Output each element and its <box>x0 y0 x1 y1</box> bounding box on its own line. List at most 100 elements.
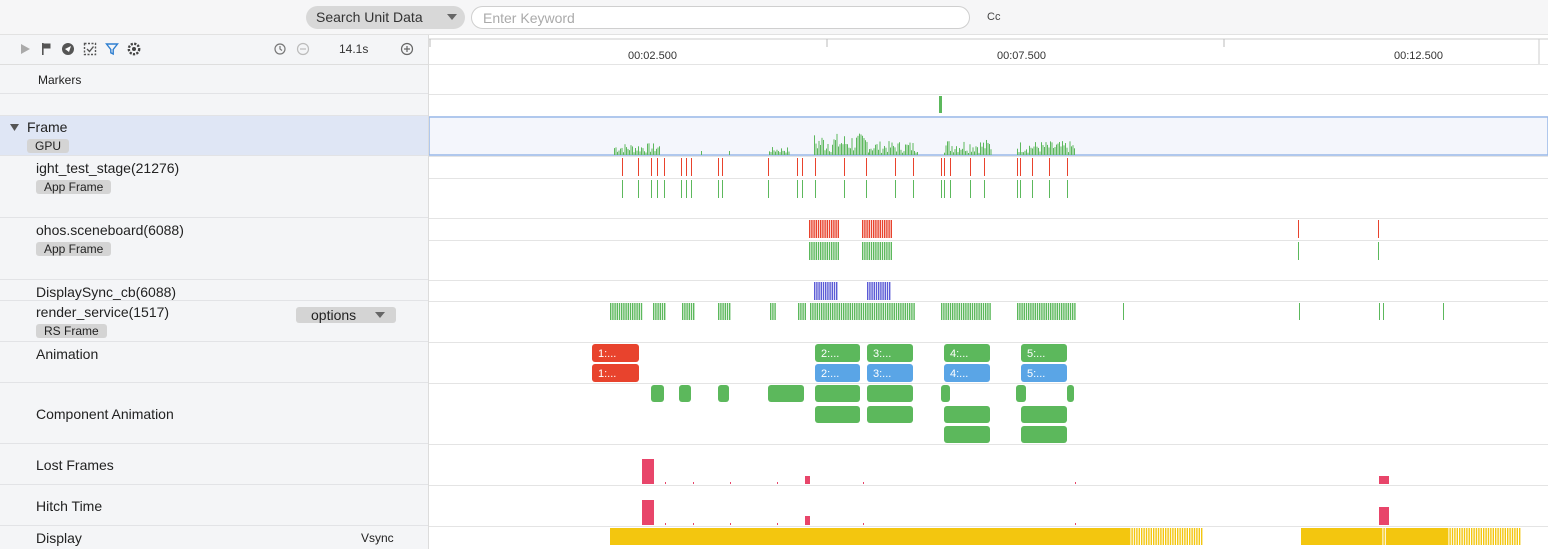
gpu-frame-bar <box>1026 149 1027 155</box>
app-frame-mark <box>664 158 665 176</box>
rs-frame-mark <box>1074 303 1076 320</box>
animation-slice[interactable]: 3:... <box>867 344 913 362</box>
rs-frame-mark <box>1030 303 1032 320</box>
rs-frame-mark <box>616 303 618 320</box>
rs-frame-mark <box>880 303 882 320</box>
pin-icon[interactable] <box>61 42 75 56</box>
track-animation[interactable]: Animation <box>0 342 428 383</box>
app-frame-mark <box>809 242 811 260</box>
rs-frame-mark <box>989 303 991 320</box>
play-icon[interactable] <box>18 42 32 56</box>
clock-icon[interactable] <box>273 42 287 56</box>
rs-frame-mark <box>865 303 867 320</box>
vsync-band <box>1485 528 1487 545</box>
settings-icon[interactable] <box>127 42 141 56</box>
zoom-in-icon[interactable] <box>400 42 414 56</box>
rs-frame-mark <box>845 303 847 320</box>
rs-frame-mark <box>724 303 726 320</box>
rs-frame-mark <box>1045 303 1047 320</box>
track-label: Lost Frames <box>36 457 114 473</box>
app-frame-mark <box>862 242 864 260</box>
track-light-test-stage[interactable]: ight_test_stage(21276) App Frame <box>0 156 428 218</box>
zoom-out-icon[interactable] <box>296 42 310 56</box>
displaysync-mark <box>889 282 891 300</box>
options-dropdown[interactable]: options <box>296 307 396 323</box>
gpu-frame-bar <box>890 147 891 155</box>
track-displaysync[interactable]: DisplaySync_cb(6088) <box>0 280 428 301</box>
vsync-band <box>610 528 1130 545</box>
animation-slice[interactable]: 4:... <box>944 344 990 362</box>
gpu-frame-bar <box>906 144 908 155</box>
gpu-frame-bar <box>869 149 870 155</box>
app-frame-mark <box>837 242 839 260</box>
rs-frame-mark <box>882 303 884 320</box>
animation-slice[interactable]: 1:... <box>592 364 639 382</box>
case-sensitive-toggle[interactable]: Cc <box>987 11 1001 23</box>
filter-icon[interactable] <box>105 42 119 56</box>
vsync-band <box>1516 528 1518 545</box>
gpu-frame-bar <box>642 148 644 155</box>
gpu-frame-bar <box>981 146 983 155</box>
rs-frame-mark <box>1019 303 1021 320</box>
track-tag: GPU <box>27 139 70 153</box>
animation-slice[interactable]: 3:... <box>867 364 913 382</box>
gpu-frame-bar <box>626 147 627 155</box>
app-frame-mark <box>864 220 866 238</box>
animation-slice[interactable]: 4:... <box>944 364 990 382</box>
selection-icon[interactable] <box>83 42 97 56</box>
timeline-area[interactable]: 00:02.500 00:07.500 00:12.500 1:... 2:...… <box>429 35 1548 549</box>
animation-slice[interactable]: 5:... <box>1021 364 1067 382</box>
vsync-band <box>1143 528 1145 545</box>
gpu-frame-bar <box>1033 146 1035 155</box>
animation-slice-label: 2:... <box>821 368 839 380</box>
lost-frame-bar <box>863 482 864 484</box>
track-hitch-time[interactable]: Hitch Time <box>0 485 428 526</box>
app-frame-mark <box>811 220 813 238</box>
rs-frame-mark <box>985 303 987 320</box>
gpu-frame-bar <box>614 148 615 155</box>
flag-icon[interactable] <box>40 42 54 56</box>
rs-frame-mark <box>816 303 818 320</box>
track-component-animation[interactable]: Component Animation <box>0 383 428 444</box>
gpu-frame-bar <box>636 150 638 155</box>
animation-slice[interactable]: 5:... <box>1021 344 1067 362</box>
animation-slice[interactable]: 2:... <box>815 364 860 382</box>
rs-frame-mark <box>1034 303 1036 320</box>
vsync-band <box>1169 528 1172 545</box>
app-frame-mark <box>815 242 817 260</box>
animation-slices[interactable]: 1:... 2:... 3:... 4:... 5:... 1:... 2:... 3:...… <box>592 344 1067 382</box>
track-lost-frames[interactable]: Lost Frames <box>0 444 428 485</box>
track-display[interactable]: Display Vsync <box>0 526 428 549</box>
gpu-frame-bar <box>903 151 905 155</box>
rs-frame-mark <box>686 303 688 320</box>
app-frame-mark <box>890 242 892 260</box>
app-frame-mark <box>888 242 890 260</box>
track-frame[interactable]: Frame GPU <box>0 116 428 156</box>
gpu-frame-bar <box>956 146 957 155</box>
animation-slice[interactable]: 2:... <box>815 344 860 362</box>
vsync-band <box>1463 528 1466 545</box>
gpu-frame-bar <box>639 151 641 155</box>
gpu-frame-bar <box>1057 143 1059 155</box>
gpu-frame-bar <box>968 152 969 155</box>
trace-toolbar: 14.1s <box>0 35 428 65</box>
rs-frame-mark <box>1383 303 1384 320</box>
rs-frame-mark <box>860 303 862 320</box>
track-sceneboard[interactable]: ohos.sceneboard(6088) App Frame <box>0 218 428 280</box>
vsync-band <box>1519 528 1521 545</box>
gpu-frame-bar <box>784 150 785 155</box>
collapse-triangle-icon[interactable] <box>10 124 19 131</box>
vsync-band <box>1160 528 1162 545</box>
track-render-service[interactable]: render_service(1517) RS Frame options <box>0 301 428 342</box>
search-unit-dropdown[interactable]: Search Unit Data <box>306 6 465 29</box>
rs-frame-mark <box>1052 303 1054 320</box>
animation-slice[interactable]: 1:... <box>592 344 639 362</box>
timeline-canvas[interactable]: 00:02.500 00:07.500 00:12.500 1:... 2:...… <box>429 35 1548 549</box>
rs-frame-mark <box>802 303 804 320</box>
keyword-input[interactable] <box>471 6 970 29</box>
app-frame-mark <box>873 242 875 260</box>
gpu-frame-bar <box>621 147 623 155</box>
gpu-frame-bar <box>787 147 788 155</box>
vsync-band <box>1495 528 1497 545</box>
app-frame-mark <box>866 220 868 238</box>
